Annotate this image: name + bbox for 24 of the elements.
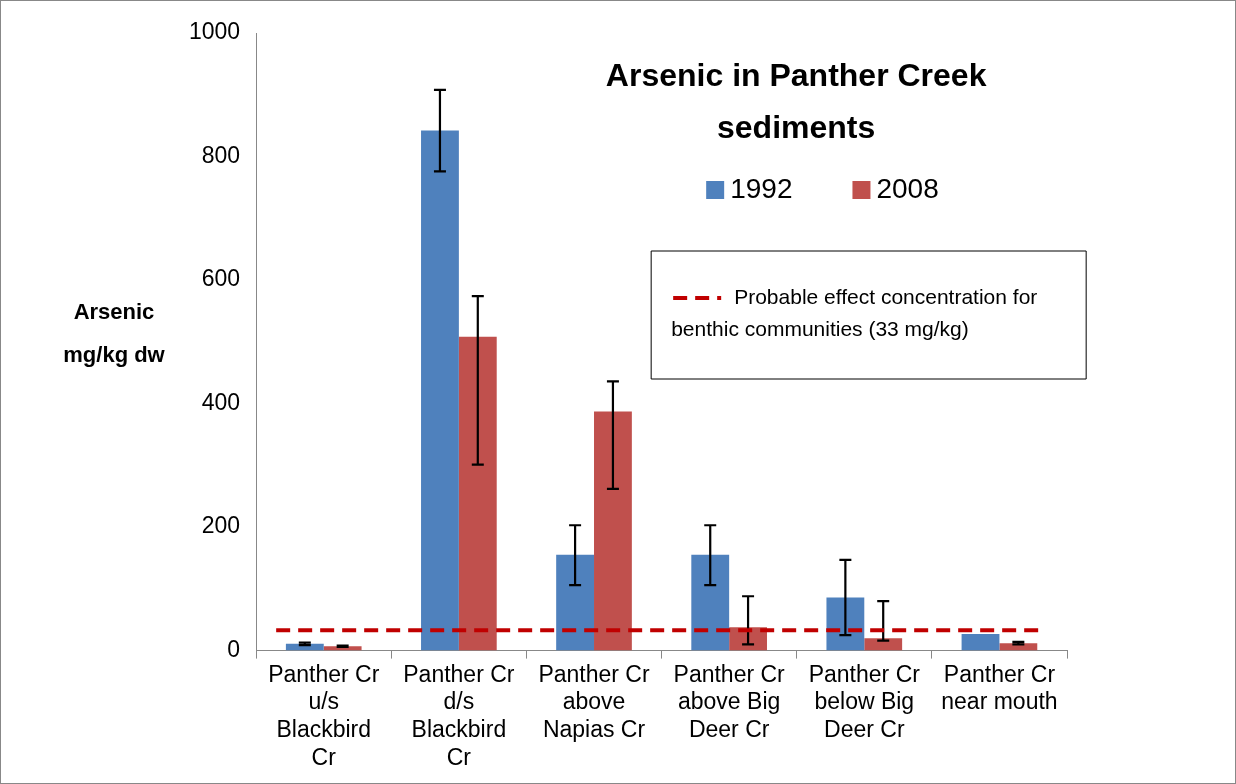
x-tick-label: Panther Cr u/s Blackbird Cr xyxy=(268,660,380,770)
x-tick-label: Panther Cr d/s Blackbird Cr xyxy=(403,660,515,770)
bar xyxy=(458,336,497,651)
bar xyxy=(556,554,595,651)
legend-label: 2008 xyxy=(876,172,939,204)
y-tick-label: 1000 xyxy=(188,18,241,45)
x-tick-label: Panther Cr below Big Deer Cr xyxy=(808,660,921,742)
bar xyxy=(691,554,730,651)
x-tick-label: Panther Cr near mouth xyxy=(941,660,1058,715)
y-tick-label: 400 xyxy=(201,388,241,415)
y-tick-label: 600 xyxy=(201,265,241,292)
y-tick-label: 800 xyxy=(201,141,241,168)
bar xyxy=(421,130,459,651)
legend-label: Probable effect concentration for benthic communities (33 mg/kg) xyxy=(671,284,1038,340)
legend-label: 1992 xyxy=(730,172,793,204)
y-tick-label: 0 xyxy=(227,635,241,662)
text: Arsenic in Panther Creek sediments xyxy=(605,56,987,145)
bar xyxy=(594,411,632,651)
y-axis-title: Arsenic mg/kg dw xyxy=(63,299,166,368)
bar xyxy=(961,633,1000,651)
x-tick-label: Panther Cr above Big Deer Cr xyxy=(673,660,786,742)
bar xyxy=(864,638,903,651)
x-tick-label: Panther Cr above Napias Cr xyxy=(538,660,650,742)
y-tick-label: 200 xyxy=(201,512,241,539)
